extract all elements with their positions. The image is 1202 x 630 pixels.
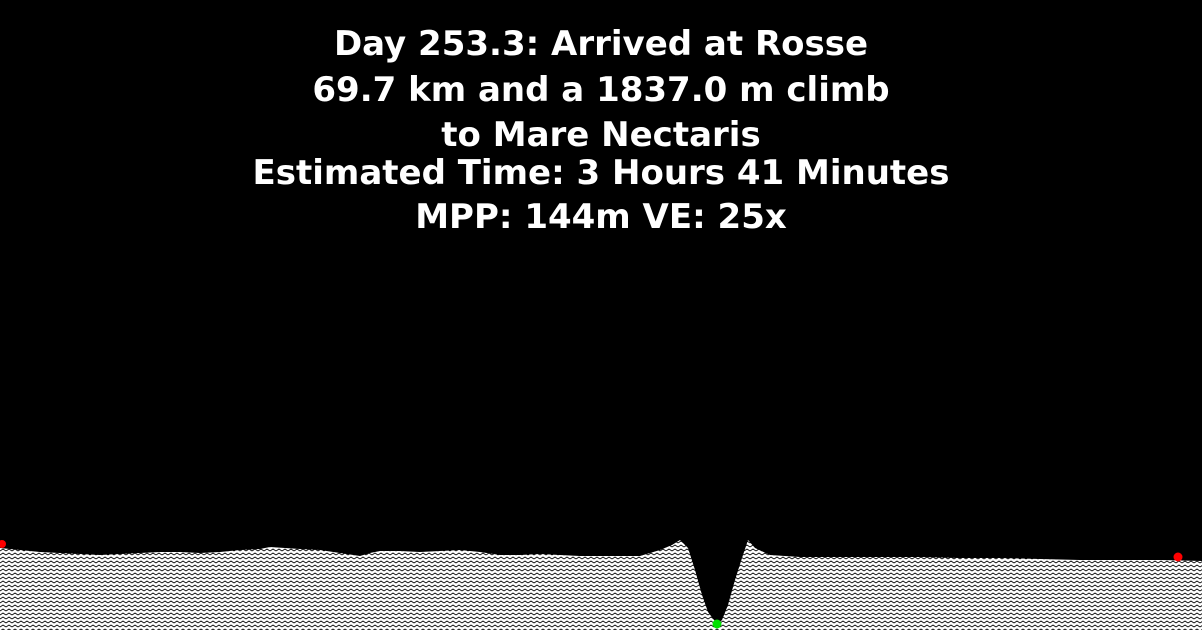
current-position-marker [712, 619, 722, 629]
leg-distance-climb: 69.7 km and a 1837.0 m climb [312, 70, 890, 110]
arrival-status: Day 253.3: Arrived at Rosse [333, 24, 869, 64]
destination-marker [1173, 552, 1183, 562]
destination-label: to Mare Nectaris [441, 115, 761, 155]
estimated-time: Estimated Time: 3 Hours 41 Minutes [252, 153, 950, 193]
map-scale-readout: MPP: 144m VE: 25x [415, 197, 787, 237]
terrain-surface [0, 540, 1202, 630]
start-marker [0, 540, 6, 548]
